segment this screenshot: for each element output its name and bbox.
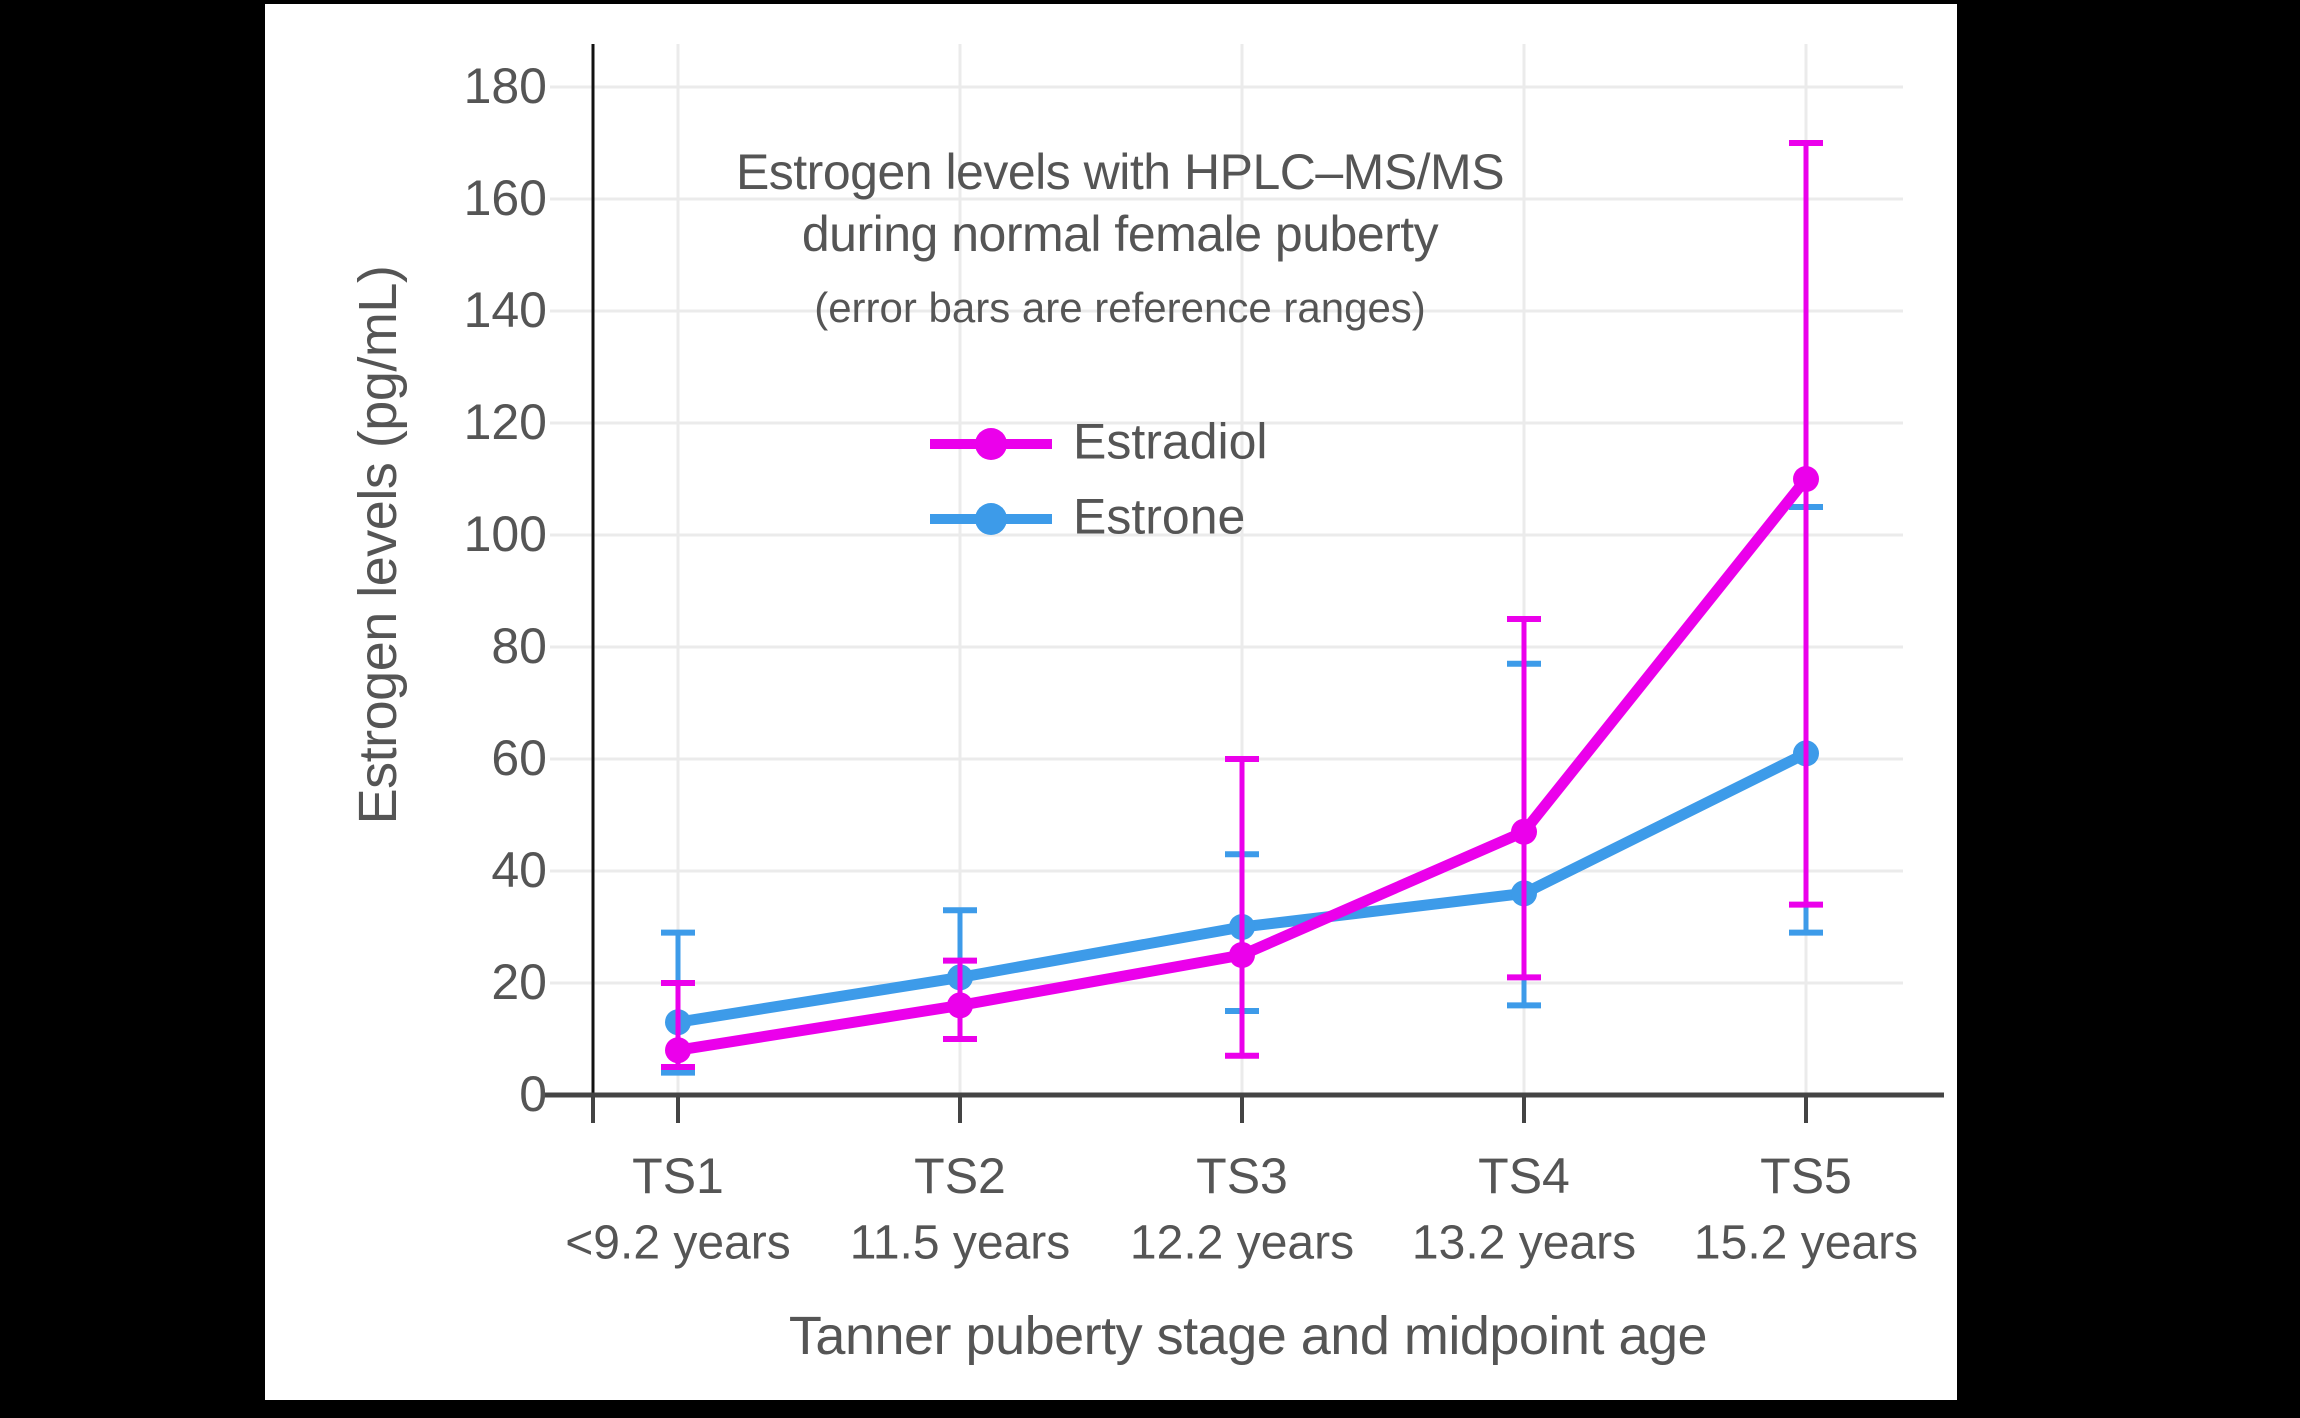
chart-title-line2: during normal female puberty bbox=[801, 206, 1439, 262]
y-tick-label-0: 0 bbox=[519, 1065, 547, 1122]
estradiol-marker-TS2 bbox=[947, 992, 973, 1019]
y-tick-label-20: 20 bbox=[491, 953, 547, 1010]
x-tick-age-label-TS2: 11.5 years bbox=[849, 1216, 1071, 1270]
x-tick-label-TS3: TS3 bbox=[1196, 1148, 1288, 1204]
estradiol-marker-TS1 bbox=[665, 1037, 691, 1064]
x-tick-age-label-TS1: <9.2 years bbox=[565, 1216, 791, 1270]
estradiol-marker-TS4 bbox=[1511, 818, 1537, 845]
x-tick-age-label-TS5: 15.2 years bbox=[1693, 1216, 1919, 1270]
chart-title-line1: Estrogen levels with HPLC–MS/MS bbox=[735, 144, 1505, 200]
y-tick-label-140: 140 bbox=[463, 281, 547, 338]
x-tick-age-label-TS3: 12.2 years bbox=[1129, 1216, 1355, 1270]
y-tick-label-80: 80 bbox=[491, 617, 547, 674]
y-tick-label-160: 160 bbox=[463, 169, 547, 226]
legend-swatch-marker-estrone bbox=[975, 503, 1007, 535]
y-tick-label-180: 180 bbox=[463, 57, 547, 114]
y-tick-label-40: 40 bbox=[491, 841, 547, 898]
x-tick-label-TS1: TS1 bbox=[632, 1148, 724, 1204]
legend-swatch-marker-estradiol bbox=[975, 428, 1007, 460]
estradiol-marker-TS5 bbox=[1793, 466, 1819, 492]
y-tick-label-100: 100 bbox=[463, 505, 547, 562]
y-tick-label-120: 120 bbox=[463, 393, 547, 450]
x-axis-title: Tanner puberty stage and midpoint age bbox=[788, 1306, 1708, 1366]
chart-subtitle: (error bars are reference ranges) bbox=[814, 284, 1426, 331]
x-tick-label-TS4: TS4 bbox=[1478, 1148, 1570, 1204]
legend-label-estradiol: Estradiol bbox=[1073, 413, 1268, 470]
x-tick-label-TS5: TS5 bbox=[1760, 1148, 1852, 1204]
estradiol-marker-TS3 bbox=[1229, 942, 1255, 968]
x-tick-label-TS2: TS2 bbox=[914, 1148, 1006, 1204]
y-tick-label-60: 60 bbox=[491, 729, 547, 786]
chart-panel bbox=[265, 4, 1957, 1400]
legend-label-estrone: Estrone bbox=[1073, 488, 1246, 545]
x-tick-age-label-TS4: 13.2 years bbox=[1411, 1216, 1637, 1270]
